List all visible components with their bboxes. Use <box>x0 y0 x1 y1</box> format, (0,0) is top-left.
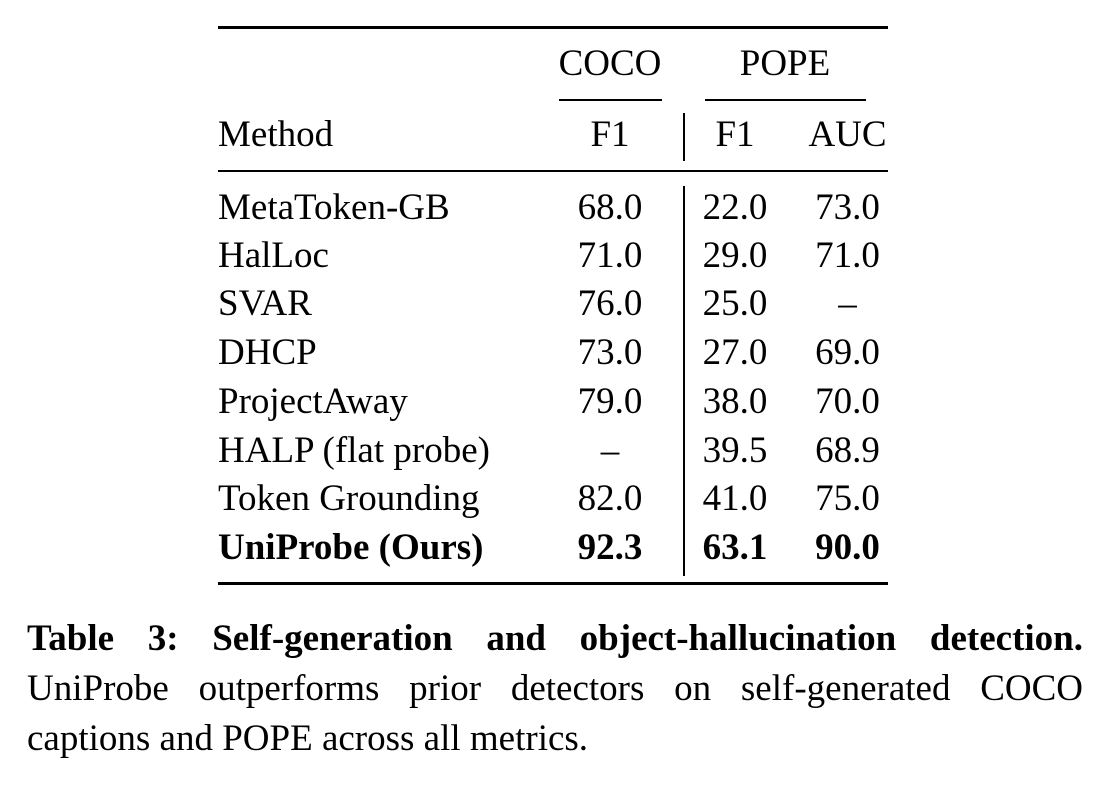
row-pope-f1: 63.1 <box>702 527 768 568</box>
row-coco-f1: 76.0 <box>577 283 643 324</box>
group-header-pope: POPE <box>739 43 831 84</box>
caption-line-3: captions and POPE across all metrics. <box>27 718 589 759</box>
row-pope-auc: – <box>838 283 857 324</box>
table-caption: Table 3: Self-generation and object-hall… <box>27 614 1083 764</box>
row-method: DHCP <box>218 332 317 373</box>
row-method: UniProbe (Ours) <box>218 527 484 568</box>
row-pope-f1: 39.5 <box>702 430 768 471</box>
caption-label: Table 3: <box>27 618 179 659</box>
column-header-pope-auc: AUC <box>808 114 887 155</box>
caption-title: Self-generation and object-hallucination… <box>212 618 1083 659</box>
caption-line-2: UniProbe outperforms prior detectors on … <box>27 668 1083 709</box>
group-header-coco: COCO <box>558 43 662 84</box>
row-pope-auc: 71.0 <box>815 235 880 276</box>
row-method: SVAR <box>218 283 312 324</box>
row-pope-f1: 27.0 <box>702 332 768 373</box>
row-pope-auc: 90.0 <box>815 527 880 568</box>
table-bottom-rule <box>218 582 888 585</box>
column-header-method: Method <box>218 114 334 155</box>
row-method: ProjectAway <box>218 381 408 422</box>
row-pope-f1: 41.0 <box>702 478 768 519</box>
row-coco-f1: 68.0 <box>577 187 643 228</box>
row-pope-f1: 22.0 <box>702 187 768 228</box>
row-coco-f1: – <box>600 430 620 471</box>
table-top-rule <box>218 26 888 29</box>
row-pope-auc: 69.0 <box>815 332 880 373</box>
row-method: HalLoc <box>218 235 329 276</box>
row-method: HALP (flat probe) <box>218 430 490 471</box>
column-header-pope-f1: F1 <box>715 114 755 155</box>
row-pope-auc: 68.9 <box>815 430 880 471</box>
row-coco-f1: 82.0 <box>577 478 643 519</box>
header-column-separator <box>683 113 685 161</box>
row-pope-auc: 73.0 <box>815 187 880 228</box>
row-pope-auc: 70.0 <box>815 381 880 422</box>
row-method: MetaToken-GB <box>218 187 450 228</box>
row-coco-f1: 73.0 <box>577 332 643 373</box>
row-coco-f1: 71.0 <box>577 235 643 276</box>
row-coco-f1: 79.0 <box>577 381 643 422</box>
row-pope-f1: 38.0 <box>702 381 768 422</box>
row-coco-f1: 92.3 <box>577 527 643 568</box>
caption-title-line: Table 3: Self-generation and object-hall… <box>27 614 1083 664</box>
table-mid-rule <box>218 170 888 172</box>
row-method: Token Grounding <box>218 478 480 519</box>
row-pope-f1: 29.0 <box>702 235 768 276</box>
column-header-coco-f1: F1 <box>590 114 630 155</box>
row-pope-auc: 75.0 <box>815 478 880 519</box>
cmidrule-pope <box>705 99 866 101</box>
row-pope-f1: 25.0 <box>702 283 768 324</box>
body-column-separator <box>683 186 685 576</box>
cmidrule-coco <box>559 99 662 101</box>
